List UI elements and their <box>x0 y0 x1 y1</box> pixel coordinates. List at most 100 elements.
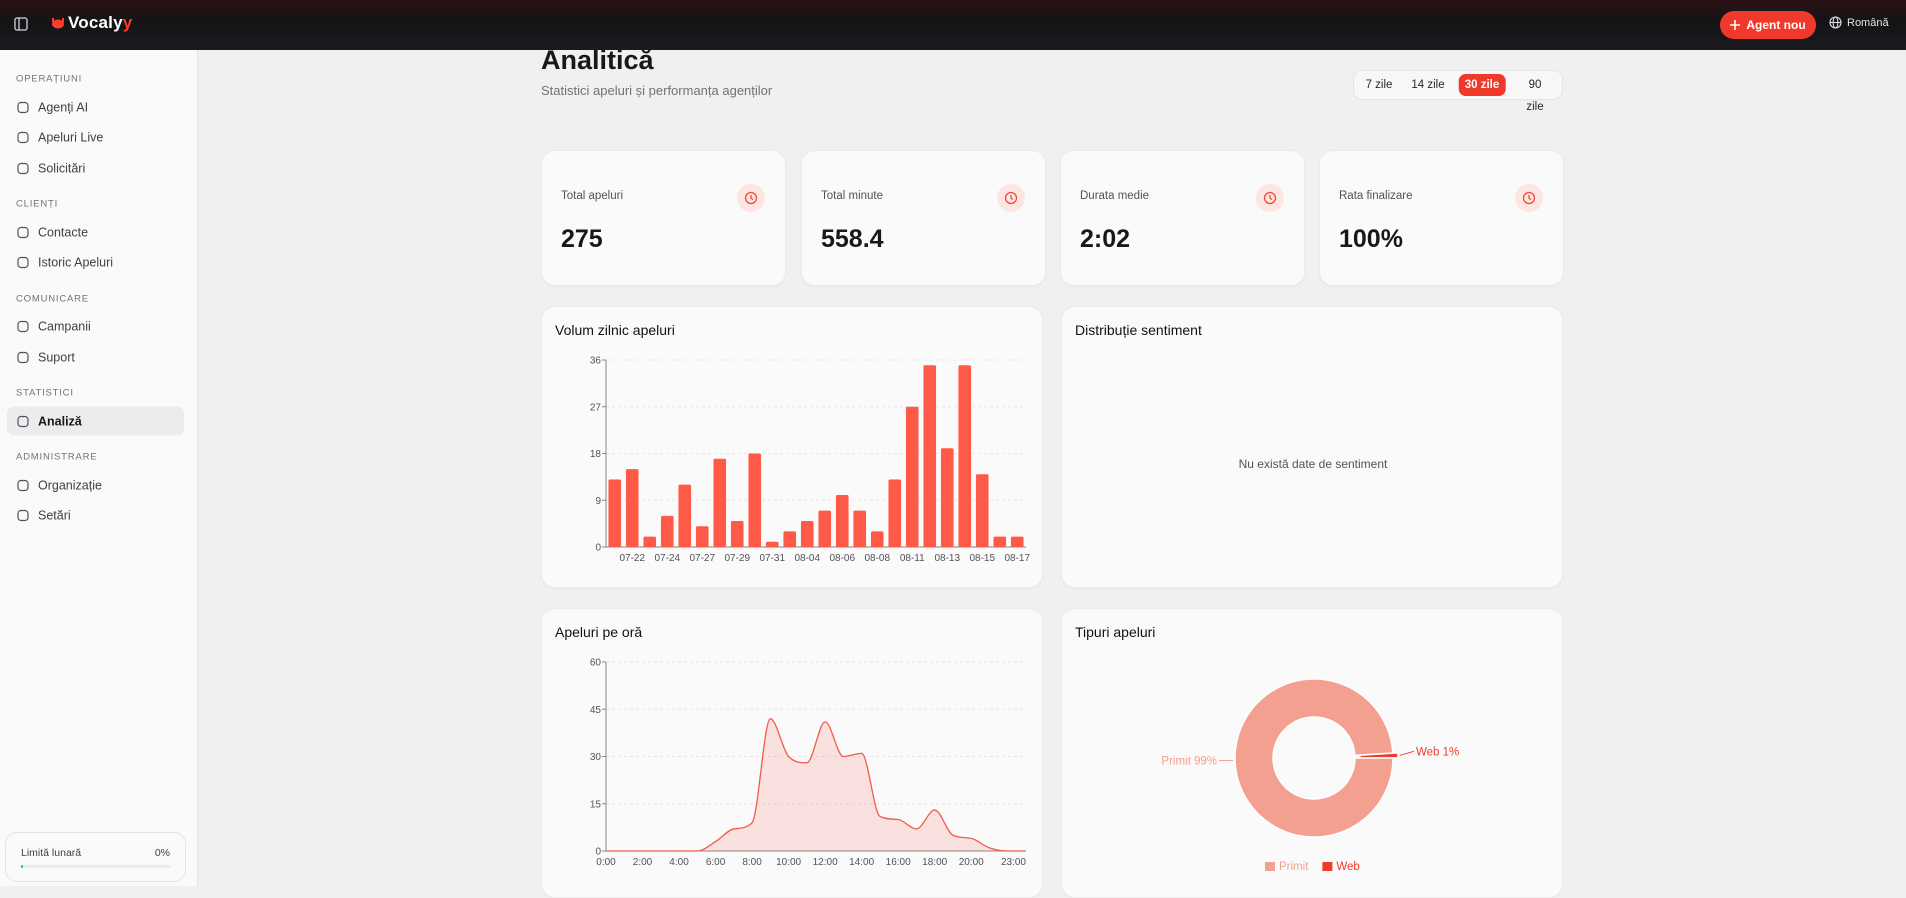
icon-shape <box>1269 195 1273 201</box>
nav-item[interactable]: Organizație <box>7 471 184 500</box>
usage-fill <box>21 865 23 868</box>
nav-item[interactable]: Agenți AI <box>7 93 184 122</box>
x-tick-label: 8:00 <box>742 857 762 868</box>
stat-value: 558.4 <box>821 225 884 253</box>
bar <box>730 521 744 547</box>
stat-icon <box>1515 184 1543 212</box>
nav-icon-shape <box>17 101 29 113</box>
y-tick-label: 30 <box>590 752 602 763</box>
nav-item[interactable]: Campanii <box>7 312 184 341</box>
bar <box>660 515 674 547</box>
data-label: Web 1% <box>1416 746 1459 758</box>
nav-item[interactable]: Suport <box>7 343 184 372</box>
x-tick-label: 4:00 <box>669 857 689 868</box>
stat-icon <box>737 184 765 212</box>
icon-shape <box>1528 195 1532 201</box>
bar <box>1010 536 1024 547</box>
sentiment-card: Distribuție sentiment Nu există date de … <box>1061 306 1563 588</box>
nav-item[interactable]: Apeluri Live <box>7 123 184 152</box>
icon <box>1263 191 1277 205</box>
globe-icon <box>1829 16 1842 29</box>
usage-track <box>21 865 171 868</box>
card-title: Apeluri pe oră <box>555 624 643 640</box>
x-tick-label: 08-13 <box>934 553 960 564</box>
x-tick-label: 23:00 <box>1001 857 1026 868</box>
nav-label: Analiză <box>38 414 82 428</box>
x-tick-label: 07-31 <box>759 553 785 564</box>
range-button[interactable]: 7 zile <box>1365 79 1393 91</box>
x-tick-label: 08-06 <box>829 553 855 564</box>
card-title: Distribuție sentiment <box>1075 322 1202 338</box>
y-tick-label: 27 <box>590 402 602 413</box>
bar <box>748 453 762 547</box>
range-button[interactable]: 30 zile <box>1458 74 1506 96</box>
top-bar: Vocalyy Agent nou Română <box>0 0 1906 50</box>
legend-label: Primit <box>1279 861 1309 873</box>
brand[interactable]: Vocalyy <box>50 13 132 33</box>
icon <box>744 191 758 205</box>
x-tick-label: 08-11 <box>900 553 925 564</box>
stat-value: 275 <box>561 225 603 253</box>
chart-card: Tipuri apeluri Primit 99% Web 1% Primit Web <box>1061 608 1563 898</box>
stat-label: Total minute <box>821 190 884 202</box>
bar <box>923 365 937 547</box>
icon-shape <box>750 195 754 201</box>
nav-icon-shape <box>17 351 29 363</box>
x-tick-label: 07-24 <box>654 553 680 564</box>
y-tick-label: 15 <box>590 799 602 810</box>
nav-icon-shape <box>17 131 29 144</box>
x-tick-label: 6:00 <box>706 857 726 868</box>
nav-icon-shape <box>17 256 29 269</box>
stat-icon <box>1256 184 1284 212</box>
sidebar-toggle[interactable] <box>14 17 28 31</box>
bar <box>783 531 797 547</box>
stat-label: Durata medie <box>1080 190 1150 202</box>
chart: 0 15 30 45 60 0:00 2:00 4:00 6:00 8:00 10:00 12:00 1… <box>590 658 1027 869</box>
data-label: Primit 99% <box>1161 756 1217 768</box>
nav-item[interactable]: Solicitări <box>7 154 184 183</box>
card-title: Tipuri apeluri <box>1075 624 1156 640</box>
bar <box>818 510 832 547</box>
x-tick-label: 07-29 <box>724 553 750 564</box>
icon-shape <box>744 191 758 205</box>
nav-label: Organizație <box>38 478 102 492</box>
y-tick-label: 18 <box>590 449 602 460</box>
nav-item[interactable]: Contacte <box>7 218 184 247</box>
nav-icon-shape <box>17 320 29 333</box>
line <box>605 718 1026 852</box>
nav-item[interactable]: Istoric Apeluri <box>7 248 184 277</box>
range-button[interactable]: 90 zile <box>1526 79 1544 113</box>
range-selector: 7 zile 14 zile 30 zile 90 zile <box>1353 70 1563 113</box>
brand-name: Vocaly <box>68 13 123 32</box>
nav-icon-shape <box>17 162 29 174</box>
icon-shape <box>1010 195 1014 201</box>
empty-message: Nu există date de sentiment <box>1238 457 1388 471</box>
language-switch[interactable]: Română <box>1829 16 1889 29</box>
area-fill <box>606 718 1026 851</box>
range-button[interactable]: 14 zile <box>1411 79 1445 91</box>
nav-label: Apeluri Live <box>38 130 104 145</box>
x-tick-label: 14:00 <box>849 857 874 868</box>
language-label: Română <box>1847 16 1889 29</box>
nav-item[interactable]: Analiză <box>7 406 184 436</box>
x-tick-label: 10:00 <box>776 857 801 868</box>
nav-item[interactable]: Setări <box>7 501 184 530</box>
new-agent-button[interactable]: Agent nou <box>1720 11 1816 39</box>
x-tick-label: 12:00 <box>813 857 838 868</box>
bar <box>888 479 902 547</box>
stat-value: 100% <box>1339 225 1403 253</box>
y-tick-label: 45 <box>590 705 602 716</box>
bar <box>940 448 954 547</box>
nav-icon <box>17 162 29 174</box>
section-title: ADMINISTRARE <box>16 451 98 463</box>
nav-icon-shape <box>17 509 29 522</box>
x-tick-label: 0:00 <box>596 857 616 868</box>
bar <box>608 479 622 547</box>
nav-label: Setări <box>38 508 71 523</box>
section-title: STATISTICI <box>16 387 74 399</box>
legend-label: Web <box>1336 861 1359 873</box>
leader-line <box>1399 750 1415 756</box>
nav-label: Suport <box>38 350 75 364</box>
